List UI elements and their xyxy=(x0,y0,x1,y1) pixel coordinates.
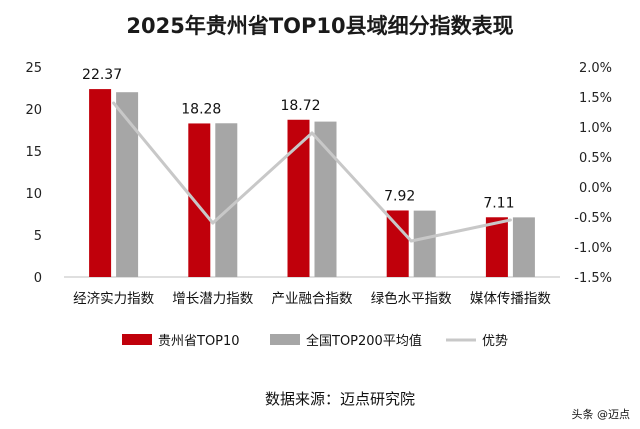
right-tick-label: -0.5% xyxy=(574,211,612,226)
advantage-point-4 xyxy=(508,218,512,222)
data-label: 7.92 xyxy=(384,188,415,204)
bar-guizhou-1 xyxy=(188,123,211,277)
advantage-point-1 xyxy=(211,221,215,225)
left-tick-label: 0 xyxy=(34,271,42,286)
legend-swatch-1 xyxy=(270,334,300,345)
left-tick-label: 10 xyxy=(25,187,42,202)
data-label: 18.72 xyxy=(280,98,320,114)
left-tick-label: 15 xyxy=(25,145,42,160)
legend: 贵州省TOP10 全国TOP200平均值 优势 xyxy=(122,333,508,349)
left-tick-label: 5 xyxy=(34,229,42,244)
legend-label: 全国TOP200平均值 xyxy=(306,333,422,349)
right-tick-label: 0.5% xyxy=(579,151,612,166)
category-label: 产业融合指数 xyxy=(272,291,353,307)
data-label: 22.37 xyxy=(82,67,122,83)
category-label: 增长潜力指数 xyxy=(172,291,253,307)
advantage-point-0 xyxy=(112,101,116,105)
right-axis-ticks: -1.5% -1.0% -0.5% 0.0% 0.5% 1.0% 1.5% 2.0% xyxy=(574,61,612,286)
advantage-line-path xyxy=(112,102,511,243)
right-tick-label: 1.5% xyxy=(579,91,612,106)
bar-national-0 xyxy=(116,92,139,277)
left-tick-label: 20 xyxy=(25,103,42,118)
right-tick-label: -1.0% xyxy=(574,241,612,256)
advantage-point-3 xyxy=(409,239,413,243)
left-tick-label: 25 xyxy=(25,61,42,76)
right-tick-label: 2.0% xyxy=(579,61,612,76)
category-label: 绿色水平指数 xyxy=(371,290,452,307)
left-axis-ticks: 0 5 10 15 20 25 xyxy=(25,61,42,286)
bar-national-4 xyxy=(512,217,535,277)
category-labels: 经济实力指数 增长潜力指数 产业融合指数 绿色水平指数 媒体传播指数 xyxy=(73,290,551,307)
category-label: 媒体传播指数 xyxy=(470,291,551,307)
bar-national-2 xyxy=(314,121,337,277)
legend-label: 优势 xyxy=(482,333,508,349)
source-note: 数据来源：迈点研究院 xyxy=(265,390,415,408)
legend-swatch-0 xyxy=(122,334,152,345)
bar-national-1 xyxy=(215,123,238,277)
bars xyxy=(89,89,535,277)
chart-title: 2025年贵州省TOP10县域细分指数表现 xyxy=(126,14,513,38)
bar-guizhou-3 xyxy=(386,210,409,277)
bar-guizhou-2 xyxy=(287,119,310,277)
data-label: 18.28 xyxy=(181,101,221,117)
data-label: 7.11 xyxy=(483,195,514,211)
watermark: 头条 @迈点 xyxy=(572,407,631,421)
right-tick-label: 0.0% xyxy=(579,181,612,196)
data-labels: 22.37 18.28 18.72 7.92 7.11 xyxy=(82,67,514,211)
bar-national-3 xyxy=(413,210,436,277)
bar-guizhou-0 xyxy=(89,89,112,277)
advantage-point-2 xyxy=(310,131,314,135)
right-tick-label: 1.0% xyxy=(579,121,612,136)
category-label: 经济实力指数 xyxy=(73,291,154,307)
bar-guizhou-4 xyxy=(485,217,508,277)
legend-label: 贵州省TOP10 xyxy=(158,334,240,349)
advantage-line xyxy=(112,101,512,243)
right-tick-label: -1.5% xyxy=(574,271,612,286)
